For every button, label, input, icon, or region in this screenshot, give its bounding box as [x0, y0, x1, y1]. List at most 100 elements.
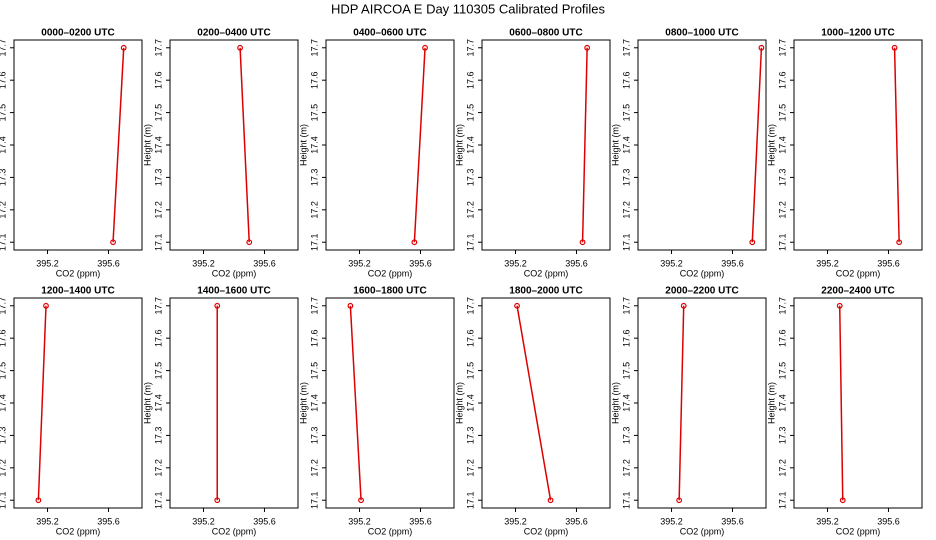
y-tick-label: 17.2 [621, 459, 631, 477]
y-axis-label: Height (m) [142, 382, 152, 424]
profile-line [349, 305, 362, 501]
y-tick-label: 17.1 [465, 491, 475, 509]
y-tick-label: 17.3 [621, 427, 631, 445]
x-axis-label: CO2 (ppm) [368, 268, 413, 278]
figure-title: HDP AIRCOA E Day 110305 Calibrated Profi… [331, 1, 606, 16]
data-point [836, 302, 843, 309]
data-point [35, 497, 42, 504]
x-tick-label: 395.6 [877, 258, 900, 268]
y-tick-label: 17.3 [153, 169, 163, 187]
panel-title: 2200–2400 UTC [821, 286, 894, 297]
profile-line [581, 47, 588, 243]
x-axis-label: CO2 (ppm) [56, 268, 101, 278]
data-point [839, 497, 846, 504]
plot-box [637, 39, 767, 251]
y-tick-label: 17.7 [465, 39, 475, 57]
y-tick-label: 17.4 [621, 136, 631, 154]
y-axis-label: Height (m) [298, 382, 308, 424]
data-point [422, 44, 428, 51]
y-tick-label: 17.2 [777, 201, 787, 219]
x-tick-label: 395.6 [97, 258, 120, 268]
y-tick-label: 17.2 [621, 201, 631, 219]
y-tick-label: 17.1 [153, 491, 163, 509]
x-tick-label: 395.2 [192, 258, 215, 268]
profile-line [37, 305, 47, 501]
plot-box [325, 297, 455, 509]
plot-box [793, 39, 923, 251]
y-tick-label: 17.2 [153, 459, 163, 477]
data-point [120, 44, 127, 51]
x-tick-label: 395.2 [816, 516, 839, 526]
y-tick-label: 17.7 [0, 39, 7, 57]
y-axis-label: Height (m) [454, 382, 464, 424]
y-axis-label: Height (m) [766, 124, 776, 166]
profile-line [516, 305, 552, 501]
data-point [110, 239, 116, 246]
y-tick-label: 17.3 [465, 427, 475, 445]
y-tick-label: 17.6 [621, 71, 631, 89]
profile-line [838, 305, 844, 501]
x-tick-label: 395.6 [721, 516, 744, 526]
x-tick-label: 395.2 [816, 258, 839, 268]
profile-line [239, 47, 250, 243]
x-axis-label: CO2 (ppm) [56, 526, 101, 536]
y-axis-label: Height (m) [766, 382, 776, 424]
y-tick-label: 17.7 [309, 39, 319, 57]
y-tick-label: 17.3 [153, 427, 163, 445]
data-point [246, 239, 253, 246]
panel-title: 1800–2000 UTC [509, 286, 582, 297]
x-tick-label: 395.6 [565, 516, 588, 526]
y-tick-label: 17.5 [309, 362, 319, 380]
x-tick-label: 395.2 [36, 258, 59, 268]
y-axis-label: Height (m) [454, 124, 464, 166]
plot-box [13, 297, 143, 509]
x-tick-label: 395.2 [348, 516, 371, 526]
plot-box [481, 39, 611, 251]
y-tick-label: 17.4 [153, 136, 163, 154]
y-tick-label: 17.5 [0, 362, 7, 380]
x-tick-label: 395.6 [409, 258, 432, 268]
y-tick-label: 17.7 [777, 297, 787, 315]
data-point [214, 302, 221, 309]
plot-box [637, 297, 767, 509]
y-tick-label: 17.6 [777, 329, 787, 347]
data-point [680, 302, 687, 309]
x-axis-label: CO2 (ppm) [680, 268, 725, 278]
y-tick-label: 17.6 [153, 71, 163, 89]
x-tick-label: 395.6 [97, 516, 120, 526]
x-tick-label: 395.2 [348, 258, 371, 268]
data-point [237, 44, 243, 51]
y-tick-label: 17.7 [153, 297, 163, 315]
y-tick-label: 17.3 [309, 427, 319, 445]
y-tick-label: 17.5 [0, 104, 7, 122]
panel-title: 1600–1800 UTC [353, 286, 426, 297]
x-tick-label: 395.2 [36, 516, 59, 526]
y-tick-label: 17.7 [621, 297, 631, 315]
data-point [214, 497, 221, 504]
profile-line [112, 47, 125, 243]
y-tick-label: 17.6 [621, 329, 631, 347]
y-tick-label: 17.6 [0, 329, 7, 347]
y-tick-label: 17.2 [153, 201, 163, 219]
y-tick-label: 17.5 [777, 104, 787, 122]
y-tick-label: 17.6 [153, 329, 163, 347]
x-tick-label: 395.2 [504, 258, 527, 268]
y-tick-label: 17.5 [309, 104, 319, 122]
y-tick-label: 17.1 [777, 491, 787, 509]
y-tick-label: 17.2 [465, 459, 475, 477]
y-tick-label: 17.1 [621, 233, 631, 251]
y-tick-label: 17.5 [153, 104, 163, 122]
y-tick-label: 17.4 [309, 136, 319, 154]
y-tick-label: 17.6 [309, 71, 319, 89]
y-tick-label: 17.7 [465, 297, 475, 315]
y-tick-label: 17.3 [621, 169, 631, 187]
data-point [514, 302, 520, 309]
y-tick-label: 17.3 [777, 427, 787, 445]
panel-title: 0000–0200 UTC [41, 28, 114, 39]
y-tick-label: 17.3 [777, 169, 787, 187]
y-tick-label: 17.5 [153, 362, 163, 380]
panel-title: 0800–1000 UTC [665, 28, 738, 39]
y-tick-label: 17.4 [465, 394, 475, 412]
y-tick-label: 17.6 [309, 329, 319, 347]
y-tick-label: 17.5 [465, 104, 475, 122]
